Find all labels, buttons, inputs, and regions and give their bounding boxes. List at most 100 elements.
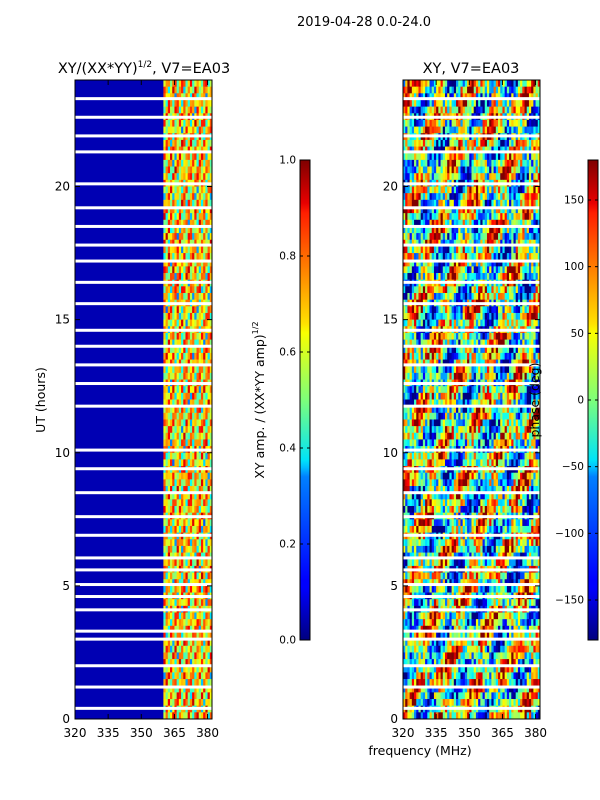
y-tick-label: 15 (55, 313, 70, 327)
amplitude-axes-ticks: 0 5 10 15 20 (55, 80, 212, 726)
flagged-row (403, 491, 540, 495)
flagged-row (75, 302, 212, 306)
flagged-row (403, 637, 540, 641)
flagged-row (403, 328, 540, 332)
flagged-row (403, 556, 540, 560)
amplitude-panel-title: XY/(XX*YY)1/2, V7=EA03 (58, 60, 230, 77)
flagged-row (403, 363, 540, 367)
flagged-row (75, 533, 212, 537)
flagged-row (403, 448, 540, 452)
phase-colorbar-label: phase (deg) (527, 362, 542, 437)
flagged-row (75, 182, 212, 186)
flagged-row (75, 706, 212, 710)
colorbar-tick-label: 0 (577, 395, 584, 407)
flagged-row (403, 515, 540, 519)
x-tick-label: 365 (163, 726, 186, 740)
flagged-row (75, 685, 212, 689)
figure-suptitle: 2019-04-28 0.0-24.0 (297, 15, 431, 30)
colorbar-tick-label: −100 (555, 528, 584, 540)
flagged-row (75, 134, 212, 138)
flagged-row (75, 280, 212, 284)
flagged-row (403, 568, 540, 572)
flagged-row (403, 182, 540, 186)
flagged-row (403, 467, 540, 471)
phase-heatmap (403, 80, 540, 719)
flagged-row (75, 515, 212, 519)
flagged-row (403, 243, 540, 247)
flagged-row (403, 344, 540, 348)
flagged-row (403, 224, 540, 228)
colorbar-tick-label: 1.0 (279, 155, 296, 167)
amplitude-panel: XY/(XX*YY)1/2, V7=EA03 0 5 10 15 20 UT (hour… (33, 60, 230, 726)
flagged-row (403, 150, 540, 154)
flagged-row (75, 259, 212, 263)
colorbar-tick-label: 150 (564, 195, 584, 207)
y-tick-label: 10 (55, 446, 70, 460)
y-tick-label: 0 (390, 712, 398, 726)
colorbar-tick-label: 0.8 (279, 251, 296, 263)
flagged-row (75, 608, 212, 612)
amplitude-colorbar: 0.0 0.2 0.4 0.6 0.8 1.0 XY amp. / (XX*YY amp)… (251, 155, 311, 647)
flagged-row (403, 206, 540, 210)
flagged-row (403, 115, 540, 119)
flagged-row (75, 629, 212, 633)
y-tick-label: 20 (55, 180, 70, 194)
colorbar-tick-label: 0.4 (279, 443, 296, 455)
flagged-row (75, 328, 212, 332)
phase-xlabel: frequency (MHz) (368, 743, 471, 758)
amplitude-axes-frame (74, 79, 213, 720)
amplitude-heatmap (75, 80, 212, 719)
flagged-row (403, 608, 540, 612)
flagged-row (75, 224, 212, 228)
y-tick-label: 10 (383, 446, 398, 460)
x-tick-label: 380 (524, 726, 547, 740)
phase-colorbar: −150 −100 −50 0 50 100 150 phase (deg) (527, 159, 599, 641)
flagged-row (403, 259, 540, 263)
x-tick-label: 320 (392, 726, 415, 740)
phase-axes-frame (402, 79, 541, 720)
x-tick-label: 350 (458, 726, 481, 740)
flagged-row (403, 706, 540, 710)
flagged-row (75, 404, 212, 408)
phase-axes-ticks: 0 5 10 15 20 (383, 80, 540, 726)
flagged-row (75, 382, 212, 386)
flagged-row (75, 97, 212, 101)
flagged-row (75, 344, 212, 348)
colorbar-tick-label: 0.0 (279, 635, 296, 647)
flagged-row (403, 302, 540, 306)
flagged-row (75, 115, 212, 119)
x-tick-label: 320 (64, 726, 87, 740)
flagged-row (403, 629, 540, 633)
phase-panel-title: XY, V7=EA03 (423, 61, 520, 77)
x-tick-label: 335 (425, 726, 448, 740)
flagged-row (75, 467, 212, 471)
flagged-row (75, 363, 212, 367)
flagged-row (403, 134, 540, 138)
x-tick-label: 365 (491, 726, 514, 740)
flagged-row (403, 583, 540, 587)
amplitude-ylabel: UT (hours) (33, 367, 48, 433)
x-tick-label: 350 (130, 726, 153, 740)
flagged-row (75, 491, 212, 495)
phase-panel: XY, V7=EA03 0 5 10 15 20 frequency (MHz) (368, 61, 541, 758)
amplitude-colorbar-ticks: 0.0 0.2 0.4 0.6 0.8 1.0 (279, 155, 310, 647)
x-tick-label: 380 (196, 726, 219, 740)
flagged-row (403, 685, 540, 689)
flagged-row (403, 280, 540, 284)
x-tick-label: 335 (97, 726, 120, 740)
flagged-row (75, 243, 212, 247)
flagged-row (75, 206, 212, 210)
flagged-row (75, 595, 212, 599)
flagged-row (403, 533, 540, 537)
colorbar-tick-label: 50 (571, 328, 584, 340)
flagged-row (75, 150, 212, 154)
flagged-row (403, 97, 540, 101)
colorbar-tick-label: 0.2 (279, 539, 296, 551)
flagged-row (75, 556, 212, 560)
y-tick-label: 5 (390, 579, 398, 593)
flagged-row (75, 568, 212, 572)
flagged-row (75, 448, 212, 452)
phase-colorbar-ticks: −150 −100 −50 0 50 100 150 (555, 195, 598, 607)
flagged-row (403, 382, 540, 386)
